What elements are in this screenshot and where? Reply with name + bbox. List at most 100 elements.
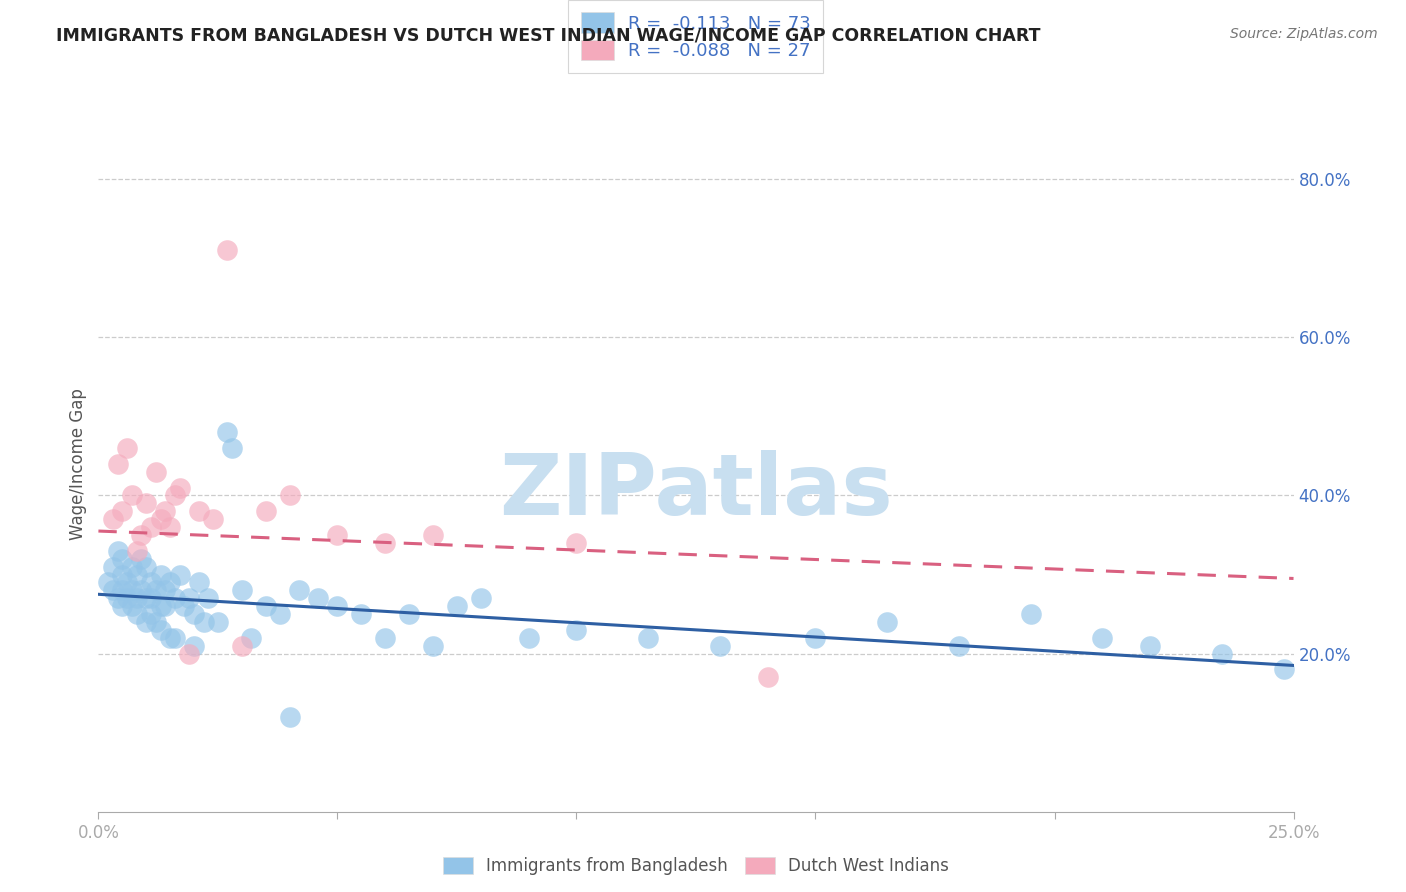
Point	[187, 504, 209, 518]
Point	[193, 615, 215, 629]
Legend: Immigrants from Bangladesh, Dutch West Indians: Immigrants from Bangladesh, Dutch West I…	[434, 848, 957, 883]
Point	[145, 583, 167, 598]
Point	[111, 504, 134, 518]
Point	[169, 567, 191, 582]
Point	[187, 575, 209, 590]
Point	[125, 591, 148, 606]
Point	[565, 536, 588, 550]
Point	[756, 670, 779, 684]
Point	[149, 512, 172, 526]
Point	[159, 520, 181, 534]
Point	[231, 583, 253, 598]
Point	[1211, 647, 1233, 661]
Point	[240, 631, 263, 645]
Text: IMMIGRANTS FROM BANGLADESH VS DUTCH WEST INDIAN WAGE/INCOME GAP CORRELATION CHAR: IMMIGRANTS FROM BANGLADESH VS DUTCH WEST…	[56, 27, 1040, 45]
Point	[149, 599, 172, 614]
Text: Source: ZipAtlas.com: Source: ZipAtlas.com	[1230, 27, 1378, 41]
Point	[139, 520, 162, 534]
Point	[111, 551, 134, 566]
Point	[163, 631, 186, 645]
Point	[202, 512, 225, 526]
Point	[139, 575, 162, 590]
Point	[111, 567, 134, 582]
Point	[1091, 631, 1114, 645]
Point	[1272, 662, 1295, 676]
Point	[217, 244, 239, 258]
Point	[876, 615, 898, 629]
Point	[278, 488, 301, 502]
Point	[307, 591, 329, 606]
Point	[169, 481, 191, 495]
Point	[254, 504, 277, 518]
Point	[179, 591, 201, 606]
Point	[111, 599, 134, 614]
Point	[173, 599, 195, 614]
Point	[107, 543, 129, 558]
Point	[125, 543, 148, 558]
Point	[121, 599, 143, 614]
Point	[163, 591, 186, 606]
Point	[159, 631, 181, 645]
Point	[207, 615, 229, 629]
Point	[145, 615, 167, 629]
Point	[804, 631, 827, 645]
Point	[135, 591, 157, 606]
Point	[517, 631, 540, 645]
Point	[1139, 639, 1161, 653]
Point	[326, 528, 349, 542]
Point	[155, 583, 177, 598]
Point	[221, 441, 243, 455]
Text: ZIPatlas: ZIPatlas	[499, 450, 893, 533]
Point	[111, 583, 134, 598]
Point	[159, 575, 181, 590]
Point	[101, 512, 124, 526]
Point	[115, 591, 138, 606]
Point	[139, 607, 162, 621]
Point	[121, 559, 143, 574]
Point	[422, 639, 444, 653]
Point	[637, 631, 659, 645]
Point	[135, 496, 157, 510]
Point	[254, 599, 277, 614]
Point	[197, 591, 219, 606]
Point	[101, 583, 124, 598]
Point	[149, 623, 172, 637]
Point	[121, 488, 143, 502]
Point	[217, 425, 239, 440]
Point	[288, 583, 311, 598]
Point	[948, 639, 970, 653]
Point	[101, 559, 124, 574]
Point	[131, 528, 153, 542]
Point	[1019, 607, 1042, 621]
Point	[183, 607, 205, 621]
Point	[709, 639, 731, 653]
Point	[350, 607, 373, 621]
Point	[115, 575, 138, 590]
Point	[278, 710, 301, 724]
Point	[446, 599, 468, 614]
Point	[115, 441, 138, 455]
Point	[125, 607, 148, 621]
Point	[149, 567, 172, 582]
Point	[374, 631, 396, 645]
Point	[131, 551, 153, 566]
Point	[131, 583, 153, 598]
Point	[107, 457, 129, 471]
Point	[107, 591, 129, 606]
Point	[125, 567, 148, 582]
Point	[183, 639, 205, 653]
Point	[398, 607, 420, 621]
Point	[155, 504, 177, 518]
Point	[374, 536, 396, 550]
Point	[139, 591, 162, 606]
Point	[121, 583, 143, 598]
Point	[422, 528, 444, 542]
Point	[269, 607, 291, 621]
Point	[97, 575, 120, 590]
Point	[470, 591, 492, 606]
Point	[145, 465, 167, 479]
Point	[565, 623, 588, 637]
Point	[231, 639, 253, 653]
Point	[135, 615, 157, 629]
Point	[155, 599, 177, 614]
